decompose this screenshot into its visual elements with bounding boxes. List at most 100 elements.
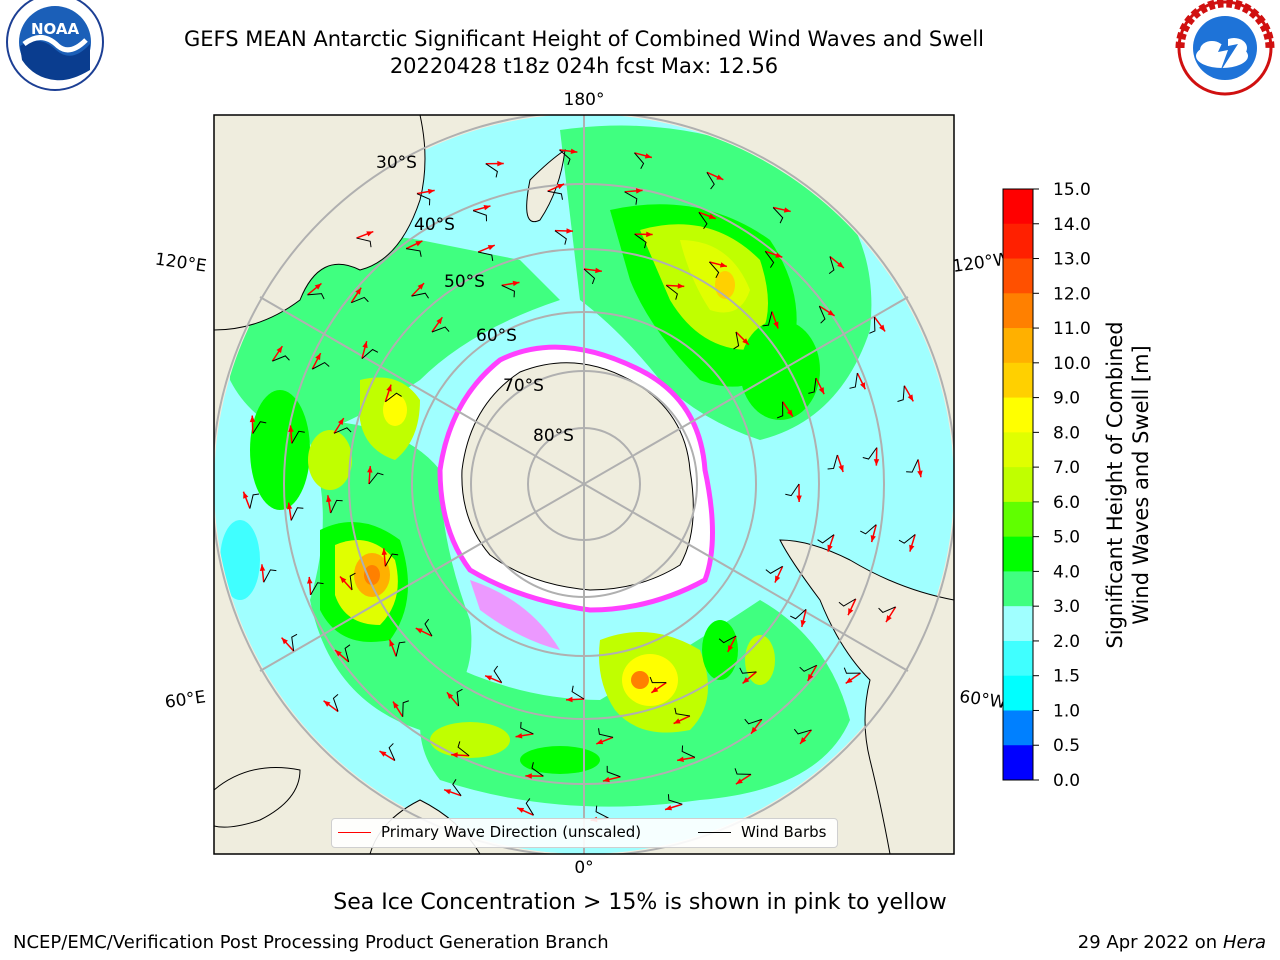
map-area bbox=[214, 115, 954, 854]
colorbar-segment bbox=[1003, 189, 1033, 225]
wind-barb bbox=[493, 665, 503, 683]
lat-label-50S: 50°S bbox=[444, 272, 485, 292]
wind-barb bbox=[351, 296, 369, 304]
wind-barb bbox=[862, 447, 878, 460]
wave-arrow-head bbox=[774, 575, 781, 583]
wave-arrow-head bbox=[444, 789, 452, 795]
wind-barb bbox=[808, 378, 817, 394]
wind-barb bbox=[665, 284, 678, 300]
wind-barb bbox=[411, 292, 429, 299]
wind-barb bbox=[718, 635, 737, 644]
wave-arrow-head bbox=[525, 773, 532, 779]
wind-barb bbox=[385, 392, 402, 403]
wind-barb bbox=[698, 212, 708, 230]
wave-arrow-head bbox=[281, 637, 288, 645]
wave-arrow-head bbox=[557, 183, 565, 190]
wind-barb bbox=[332, 693, 339, 712]
footer-date-text: 29 Apr 2022 on bbox=[1077, 932, 1218, 953]
colorbar-tick-label: 12.0 bbox=[1053, 284, 1091, 304]
wind-barb bbox=[790, 609, 807, 620]
wind-barb bbox=[312, 361, 330, 370]
wind-barb bbox=[776, 401, 784, 419]
colorbar-segment bbox=[1003, 328, 1033, 364]
wind-barb bbox=[252, 421, 267, 434]
wave-arrow-head bbox=[708, 213, 716, 219]
wave-arrow-head bbox=[727, 645, 734, 653]
wind-barb bbox=[307, 293, 325, 300]
wave-arrow-head bbox=[716, 174, 724, 180]
wind-barb bbox=[764, 250, 775, 268]
wind-barb bbox=[843, 667, 861, 674]
map-legend: Primary Wave Direction (unscaled) Wind B… bbox=[331, 818, 838, 848]
lon-label-120E: 120°E bbox=[154, 250, 208, 277]
colorbar-segment bbox=[1003, 432, 1033, 468]
legend-wave-label: Primary Wave Direction (unscaled) bbox=[381, 823, 642, 841]
wave-arrow-head bbox=[243, 491, 249, 499]
wave-arrow-head bbox=[417, 283, 425, 290]
wind-barb bbox=[681, 745, 696, 758]
wave-arrow-head bbox=[677, 283, 685, 289]
wave-arrow-head bbox=[775, 252, 783, 258]
wave-arrow-head bbox=[415, 240, 423, 247]
wind-barb bbox=[897, 385, 905, 402]
wave-arrow-head bbox=[337, 418, 344, 426]
wind-barb bbox=[860, 524, 877, 535]
wind-barb bbox=[249, 493, 260, 509]
colorbar-segment bbox=[1003, 223, 1033, 260]
wave-arrow-head bbox=[870, 535, 876, 543]
wind-barb bbox=[333, 427, 352, 434]
colorbar-tick-label: 8.0 bbox=[1053, 423, 1080, 443]
wind-barb bbox=[531, 762, 544, 777]
wind-barb bbox=[330, 499, 343, 514]
wave-arrow-head bbox=[307, 576, 313, 584]
noaa-logo: NOAA bbox=[6, 0, 104, 91]
wind-barb bbox=[402, 700, 409, 717]
wave-arrow-head bbox=[355, 287, 362, 295]
ice-note: Sea Ice Concentration > 15% is shown in … bbox=[333, 890, 947, 915]
wind-barb bbox=[263, 569, 277, 583]
wave-arrow-head bbox=[381, 548, 388, 556]
wave-arrows bbox=[242, 148, 923, 823]
wave-arrow-head bbox=[570, 148, 578, 155]
wave-arrow-head bbox=[451, 752, 458, 758]
wave-arrow-head bbox=[800, 737, 807, 744]
lat-label-80S: 80°S bbox=[533, 426, 574, 446]
wind-barb bbox=[799, 664, 817, 672]
colorbar-segment bbox=[1003, 536, 1033, 572]
wave-arrow-head bbox=[512, 280, 520, 287]
wind-barb bbox=[606, 765, 621, 778]
wave-arrow-head bbox=[602, 776, 610, 783]
wave-arrow-head bbox=[917, 470, 923, 478]
colorbar-segment bbox=[1003, 501, 1033, 538]
wind-barb bbox=[291, 633, 298, 652]
wind-barb bbox=[869, 316, 876, 334]
wave-arrow-head bbox=[837, 261, 844, 268]
legend-item-barbs: Wind Barbs bbox=[698, 823, 826, 841]
wind-barb bbox=[559, 149, 571, 165]
lat-label-30S: 30°S bbox=[376, 153, 417, 173]
wave-arrow-head bbox=[646, 231, 653, 238]
lat-label-70S: 70°S bbox=[503, 376, 544, 396]
wind-barb bbox=[272, 355, 290, 362]
wave-arrow-head bbox=[393, 701, 399, 709]
wind-barb bbox=[734, 768, 752, 775]
wind-barb bbox=[709, 261, 720, 279]
wave-arrow-head bbox=[783, 207, 791, 213]
wave-arrow-head bbox=[859, 382, 866, 390]
wind-barb bbox=[554, 230, 567, 245]
colorbar-tick-label: 5.0 bbox=[1053, 528, 1080, 548]
wave-arrow-head bbox=[635, 188, 643, 194]
wind-barb bbox=[501, 284, 515, 298]
colorbar-title-line1: Significant Height of Combined bbox=[1103, 321, 1127, 649]
wave-arrow-head bbox=[566, 696, 573, 703]
wave-arrow-head bbox=[362, 341, 368, 349]
wind-barb bbox=[817, 534, 835, 544]
colorbar-tick-label: 1.5 bbox=[1053, 667, 1080, 687]
lon-label-180: 180° bbox=[564, 90, 605, 110]
wave-arrow-head bbox=[515, 733, 523, 739]
wind-barb bbox=[388, 743, 396, 761]
wind-barb bbox=[898, 534, 916, 544]
wave-arrow-head bbox=[742, 338, 749, 345]
colorbar-tick-label: 0.5 bbox=[1053, 736, 1080, 756]
wind-barb bbox=[583, 268, 596, 285]
